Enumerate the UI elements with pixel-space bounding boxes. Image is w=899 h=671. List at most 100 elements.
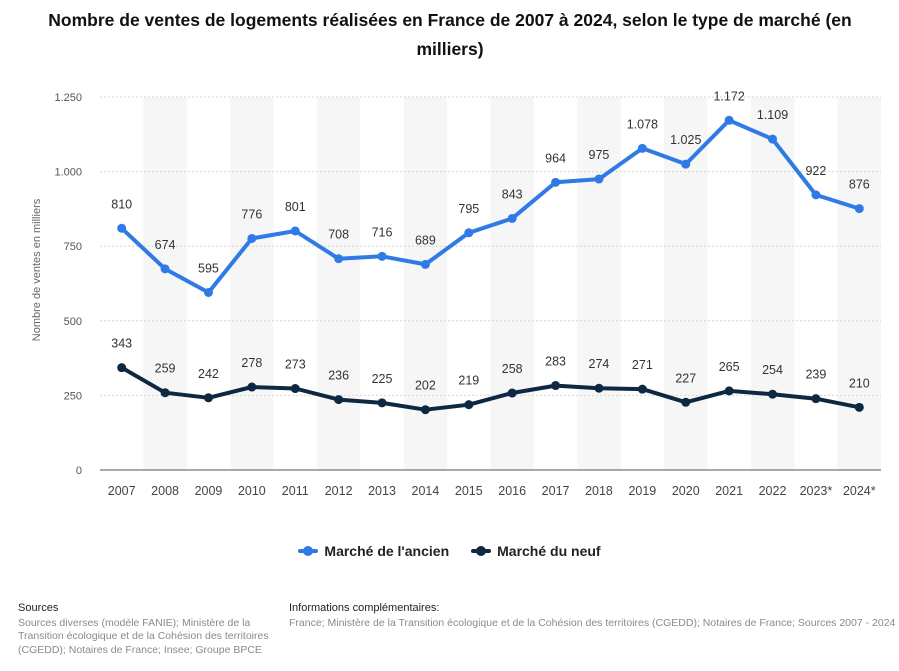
data-label: 239 [805, 368, 826, 382]
data-point [117, 223, 127, 233]
data-label: 801 [285, 200, 306, 214]
data-point [681, 159, 691, 169]
data-label: 795 [458, 202, 479, 216]
data-label: 975 [589, 148, 610, 162]
data-point [507, 213, 517, 223]
x-tick-label: 2024* [843, 484, 876, 498]
data-point [811, 394, 821, 404]
data-point [724, 115, 734, 125]
band-2008 [143, 97, 187, 470]
data-label: 273 [285, 358, 306, 372]
line-chart: 0 250 500 750 1.000 1.250 2007 2008 2009 2010 201… [31, 89, 881, 498]
data-label: 810 [111, 197, 132, 211]
data-label: 708 [328, 228, 349, 242]
x-tick-label: 2008 [151, 484, 179, 498]
y-tick-label: 250 [64, 390, 82, 402]
data-label: 242 [198, 367, 219, 381]
band-2024* [837, 97, 881, 470]
series-line-0 [119, 118, 862, 295]
series-line-1 [119, 365, 862, 412]
band-2016 [490, 97, 534, 470]
y-tick-label: 500 [64, 316, 82, 328]
data-point [377, 398, 387, 408]
sources-title: Sources [18, 602, 59, 614]
series-lines [119, 118, 862, 412]
band-2012 [316, 97, 361, 470]
x-tick-label: 2021 [715, 484, 743, 498]
data-point [551, 381, 561, 391]
x-tick-label: 2009 [195, 484, 223, 498]
data-point [854, 204, 864, 214]
data-label: 1.172 [713, 89, 744, 103]
y-tick-label: 0 [76, 465, 82, 477]
data-point [203, 393, 213, 403]
data-label: 225 [372, 372, 393, 386]
data-point [594, 174, 604, 184]
data-point [290, 226, 300, 236]
data-label: 219 [458, 374, 479, 388]
data-label: 595 [198, 261, 219, 275]
info-text: France; Ministère de la Transition écolo… [289, 616, 896, 629]
data-label: 202 [415, 379, 436, 393]
legend-label-neuf: Marché du neuf [497, 543, 601, 559]
data-point [247, 233, 257, 243]
data-point [507, 388, 517, 398]
info-title: Informations complémentaires: [289, 602, 440, 614]
x-axis-ticks: 2007 2008 2009 2010 2011 2012 2013 2014 2015 2016… [108, 484, 876, 498]
data-label: 227 [675, 371, 696, 385]
data-label: 843 [502, 187, 523, 201]
sources-text: Sources diverses (modèle FANIE); Ministè… [18, 616, 269, 656]
chart-title: Nombre de ventes de logements réalisées … [48, 10, 852, 59]
data-point [681, 397, 691, 407]
legend: Marché de l'ancien Marché du neuf [0, 543, 899, 559]
data-point [247, 382, 257, 392]
data-label: 271 [632, 358, 653, 372]
y-tick-label: 1.000 [54, 167, 82, 179]
data-point [768, 389, 778, 399]
legend-item-neuf[interactable]: Marché du neuf [471, 543, 601, 559]
data-label: 343 [111, 337, 132, 351]
x-tick-label: 2022 [759, 484, 787, 498]
sources-block: Sources Sources diverses (modèle FANIE);… [18, 602, 278, 657]
data-label: 278 [241, 356, 262, 370]
data-label: 1.109 [757, 108, 788, 122]
y-axis-label: Nombre de ventes en milliers [31, 198, 43, 341]
data-label: 674 [155, 238, 176, 252]
data-point [160, 388, 170, 398]
data-point [334, 254, 344, 264]
data-point [377, 251, 387, 261]
data-point [117, 363, 127, 373]
data-label: 210 [849, 376, 870, 390]
data-point [420, 259, 430, 269]
data-point [203, 287, 213, 297]
data-label: 265 [719, 360, 740, 374]
x-tick-label: 2011 [282, 484, 309, 498]
data-point [160, 264, 170, 274]
data-point [811, 190, 821, 200]
x-tick-label: 2019 [628, 484, 656, 498]
data-point [768, 134, 778, 144]
data-label: 236 [328, 369, 349, 383]
data-point [420, 405, 430, 415]
x-tick-label: 2012 [325, 484, 353, 498]
data-point [637, 384, 647, 394]
x-tick-label: 2014 [412, 484, 440, 498]
legend-label-ancien: Marché de l'ancien [324, 543, 450, 559]
data-label: 776 [241, 207, 262, 221]
legend-item-ancien[interactable]: Marché de l'ancien [298, 543, 449, 559]
y-tick-label: 1.250 [54, 92, 82, 104]
legend-marker-neuf [471, 546, 492, 556]
x-tick-label: 2007 [108, 484, 136, 498]
band-2010 [230, 97, 274, 470]
data-label: 716 [372, 225, 393, 239]
data-point [551, 177, 561, 187]
info-block: Informations complémentaires: France; Mi… [289, 602, 899, 630]
data-label: 1.025 [670, 133, 701, 147]
x-tick-label: 2010 [238, 484, 266, 498]
data-point [290, 384, 300, 394]
series-points [117, 115, 864, 415]
data-label: 258 [502, 362, 523, 376]
x-tick-label: 2023* [800, 484, 833, 498]
data-label: 922 [805, 164, 826, 178]
data-labels: 810 674 595 776 801 708 716 689 795 843 964 975 1.07… [111, 89, 870, 392]
